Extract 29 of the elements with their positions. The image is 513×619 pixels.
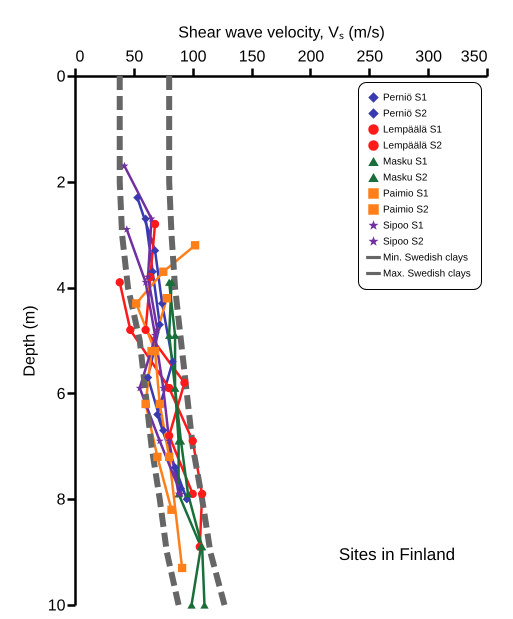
legend-label: Max. Swedish clays	[383, 268, 471, 280]
legend-label: Min. Swedish clays	[383, 252, 468, 264]
y-axis-title: Depth (m)	[22, 305, 39, 377]
legend-label: Lempäälä S1	[383, 124, 442, 136]
x-tick-label: 0	[76, 48, 84, 66]
x-tick-label: 150	[238, 48, 266, 66]
x-tick-label: 300	[415, 48, 442, 66]
x-tick-label: 200	[298, 48, 324, 66]
legend-label: Lempäälä S2	[383, 140, 442, 152]
y-tick-label: 8	[56, 492, 66, 509]
x-axis-title: Shear wave velocity, Vₛ (m/s)	[178, 24, 385, 42]
legend-label: Masku S1	[383, 156, 428, 168]
y-tick-label: 4	[56, 280, 66, 298]
annotation: Sites in Finland	[338, 545, 456, 564]
x-tick-label: 50	[125, 48, 144, 66]
legend-label: Paimio S2	[383, 204, 430, 216]
y-tick-label: 6	[56, 386, 66, 403]
y-tick-label: 0	[56, 68, 66, 86]
legend-label: Perniö S1	[383, 92, 428, 104]
legend-label: Sipoo S2	[383, 236, 424, 248]
y-tick-label: 10	[48, 598, 66, 614]
legend-label: Sipoo S1	[383, 220, 424, 232]
x-tick-label: 350	[460, 48, 488, 66]
x-tick-label: 100	[180, 48, 207, 66]
legend-label: Paimio S1	[383, 188, 430, 200]
x-tick-label: 250	[356, 48, 384, 66]
y-tick-label: 2	[56, 174, 66, 192]
legend-label: Masku S2	[383, 172, 428, 184]
legend-label: Perniö S2	[383, 108, 428, 120]
